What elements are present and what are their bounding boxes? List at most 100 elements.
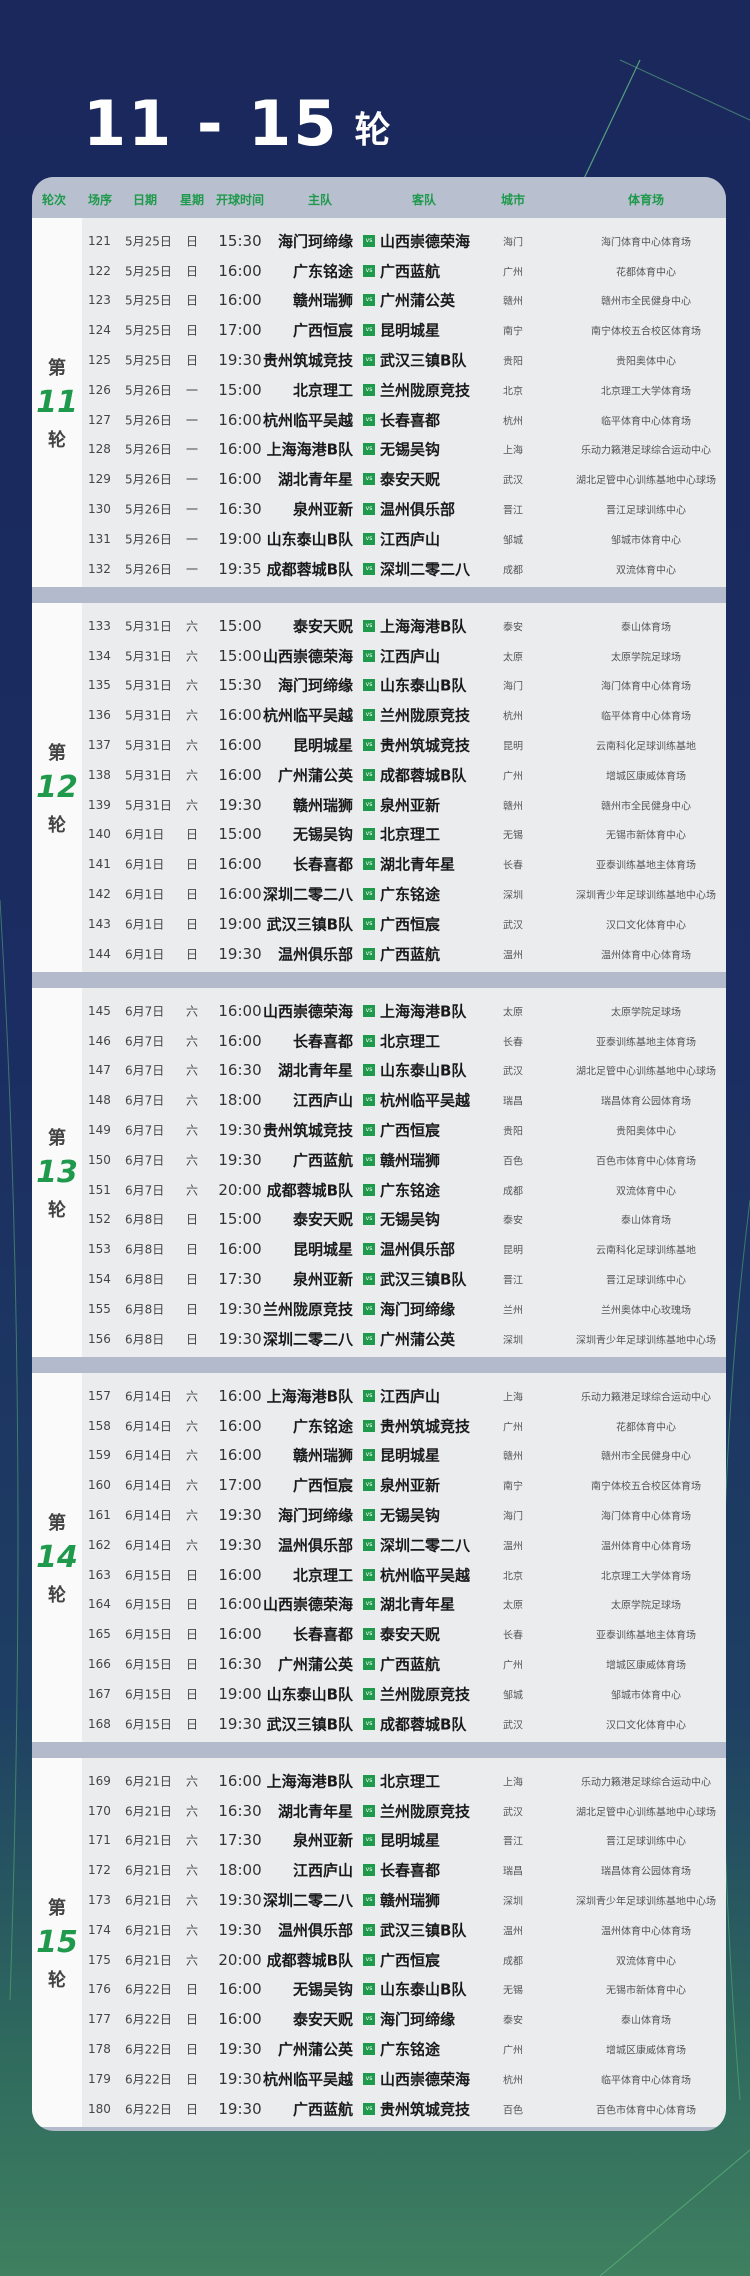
kickoff-time: 15:30: [218, 231, 262, 250]
match-no: 155: [88, 1301, 111, 1316]
match-date: 5月26日: [125, 472, 172, 487]
vs-icon: vs: [363, 1124, 375, 1137]
match-no: 168: [88, 1716, 111, 1731]
match-no: 132: [88, 561, 111, 576]
match-date: 6月8日: [125, 1212, 165, 1227]
match-no: 140: [88, 827, 111, 842]
weekday: 一: [185, 472, 199, 487]
weekday: 一: [185, 442, 199, 457]
match-no: 149: [88, 1123, 111, 1138]
vs-icon: vs: [363, 2013, 375, 2026]
city: 长春: [503, 860, 523, 872]
vs-icon: vs: [363, 1004, 375, 1017]
kickoff-time: 16:00: [218, 410, 262, 429]
away-team: 上海海港B队: [380, 617, 467, 636]
home-team: 广东铭途: [292, 1417, 353, 1436]
home-team: 贵州筑城竞技: [262, 1121, 353, 1140]
header-weekday: 星期: [179, 193, 205, 207]
round-label-prefix: 第: [48, 357, 66, 379]
home-team: 山东泰山B队: [266, 530, 353, 549]
home-team: 赣州瑞狮: [292, 796, 353, 815]
vs-icon: vs: [363, 1953, 375, 1966]
round-suffix: 轮: [354, 110, 391, 151]
match-date: 6月7日: [125, 1034, 165, 1049]
kickoff-time: 19:35: [218, 559, 262, 578]
weekday: 日: [185, 2072, 199, 2087]
match-date: 5月26日: [125, 383, 172, 398]
city: 广州: [503, 1660, 523, 1672]
table-row: 143 6月1日 日 19:00 武汉三镇B队 vs 广西恒宸 武汉 汉口文化体育中心: [32, 909, 726, 939]
vs-icon: vs: [363, 858, 375, 871]
city: 深圳: [503, 1335, 523, 1347]
away-team: 成都蓉城B队: [380, 766, 467, 785]
kickoff-time: 16:00: [218, 440, 262, 459]
weekday: 日: [185, 1242, 199, 1257]
table-row: 178 6月22日日 19:30 广州蒲公英 vs 广东铭途 广州 增城区康威体育场: [32, 2034, 726, 2064]
kickoff-time: 16:00: [218, 470, 262, 489]
kickoff-time: 15:00: [218, 616, 262, 635]
weekday: 六: [185, 1004, 199, 1019]
away-team: 广东铭途: [380, 1181, 441, 1200]
weekday: 日: [185, 887, 199, 902]
venue: 双流体育中心: [616, 1956, 676, 1968]
kickoff-time: 16:30: [218, 1655, 262, 1674]
venue: 邹城市体育中心: [611, 1690, 681, 1702]
away-team: 武汉三镇B队: [380, 1921, 467, 1940]
match-no: 122: [88, 263, 111, 278]
kickoff-time: 17:00: [218, 321, 262, 340]
kickoff-time: 19:00: [218, 914, 262, 933]
match-date: 6月7日: [125, 1153, 165, 1168]
table-row: 167 6月15日日 19:00 山东泰山B队 vs 兰州陇原竞技 邹城 邹城市体育中心: [32, 1679, 726, 1709]
header-kickoff: 开球时间: [215, 193, 265, 207]
home-team: 长春喜都: [292, 1625, 353, 1644]
kickoff-time: 16:00: [218, 765, 262, 784]
vs-icon: vs: [363, 1804, 375, 1817]
round-label-suffix: 轮: [48, 1969, 66, 1991]
table-row: 152 6月8日 日 15:00 泰安天贶 vs 无锡吴钩 泰安 泰山体育场: [32, 1205, 726, 1235]
city: 北京: [503, 386, 523, 398]
match-no: 166: [88, 1657, 111, 1672]
match-date: 6月1日: [125, 917, 165, 932]
match-date: 6月8日: [125, 1302, 165, 1317]
home-team: 成都蓉城B队: [266, 1181, 353, 1200]
away-team: 北京理工: [380, 825, 441, 844]
round-label-number: 12: [36, 769, 78, 805]
match-date: 6月22日: [125, 2042, 172, 2057]
home-team: 广西恒宸: [292, 321, 353, 340]
round-label-prefix: 第: [48, 1127, 66, 1149]
city: 昆明: [503, 1245, 523, 1257]
away-team: 兰州陇原竞技: [380, 381, 471, 400]
home-team: 杭州临平吴越: [262, 2070, 353, 2089]
away-team: 山东泰山B队: [380, 1061, 467, 1080]
away-team: 深圳二零二八: [380, 1536, 471, 1555]
city: 上海: [503, 445, 523, 457]
round-block: 第 13 轮 145 6月7日六 16:00 山西崇德荣海 vs 上海海港B队 太原 太原学院足球场…: [32, 988, 726, 1357]
table-row: 155 6月8日 日 19:30 兰州陇原竞技 vs 海门珂缔缘 兰州 兰州奥体中心玫瑰场: [32, 1294, 726, 1324]
kickoff-time: 17:30: [218, 1270, 262, 1289]
table-row: 150 6月7日 六 19:30 广西蓝航 vs 赣州瑞狮 百色 百色市体育中心体育场: [32, 1145, 726, 1175]
away-team: 广西恒宸: [380, 1951, 441, 1970]
weekday: 六: [185, 1893, 199, 1908]
match-no: 176: [88, 1982, 111, 1997]
home-team: 泰安天贶: [292, 617, 353, 636]
kickoff-time: 15:00: [218, 825, 262, 844]
venue: 临平体育中心体育场: [601, 2075, 691, 2087]
city: 北京: [503, 1571, 523, 1583]
vs-icon: vs: [363, 1153, 375, 1166]
match-no: 147: [88, 1063, 111, 1078]
away-team: 北京理工: [380, 1032, 441, 1051]
venue: 泰山体育场: [621, 2015, 671, 2027]
home-team: 温州俱乐部: [277, 945, 353, 964]
kickoff-time: 19:30: [218, 1150, 262, 1169]
venue: 瑞昌体育公园体育场: [601, 1866, 691, 1878]
match-date: 6月15日: [125, 1717, 172, 1732]
match-no: 133: [88, 618, 111, 633]
venue: 晋江足球训练中心: [606, 1836, 686, 1848]
round-label-number: 14: [36, 1539, 78, 1575]
kickoff-time: 16:00: [218, 1446, 262, 1465]
kickoff-time: 17:30: [218, 1831, 262, 1850]
city: 百色: [503, 1156, 523, 1168]
vs-icon: vs: [363, 1509, 375, 1522]
away-team: 山西崇德荣海: [380, 232, 471, 251]
table-row: 133 5月31日六 15:00 泰安天贶 vs 上海海港B队 泰安 泰山体育场: [32, 611, 726, 641]
